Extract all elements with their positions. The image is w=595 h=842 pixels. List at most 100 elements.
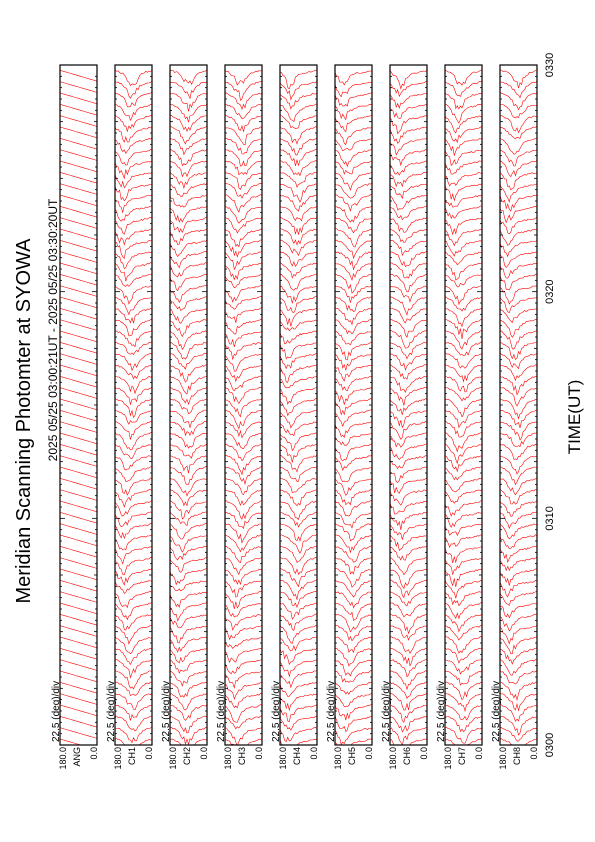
scan-trace	[280, 670, 317, 689]
x-tick-label: 0300	[544, 733, 556, 757]
scan-trace	[115, 613, 152, 631]
scan-trace	[445, 352, 482, 369]
scan-trace	[115, 330, 152, 348]
scan-trace	[390, 670, 427, 691]
scan-trace	[500, 556, 537, 572]
scan-trace	[115, 273, 152, 287]
scan-trace	[170, 443, 207, 459]
scan-trace	[280, 239, 317, 257]
scan-trace	[500, 466, 537, 486]
scan-trace	[225, 364, 262, 383]
scan-trace	[115, 341, 152, 355]
scan-trace	[445, 602, 482, 620]
scan-trace	[60, 727, 97, 739]
scan-trace	[280, 341, 317, 360]
scan-trace	[390, 647, 427, 667]
scan-trace	[115, 466, 152, 482]
scan-trace	[280, 80, 317, 101]
scan-trace	[280, 602, 317, 620]
y-tick-bottom: 0.0	[529, 747, 539, 760]
scan-trace	[170, 704, 207, 721]
scan-trace	[60, 330, 97, 343]
scan-trace	[225, 614, 262, 631]
scan-trace	[225, 568, 262, 586]
scan-trace	[445, 386, 482, 402]
scan-trace	[500, 126, 537, 140]
scan-trace	[225, 194, 262, 214]
scan-trace	[445, 523, 482, 537]
scan-trace	[280, 126, 317, 145]
scan-trace	[280, 500, 317, 521]
scan-trace	[115, 455, 152, 471]
scan-trace	[445, 647, 482, 664]
scale-label: 22.5 (deg)/div	[326, 681, 337, 742]
scan-trace	[335, 70, 372, 86]
scan-trace	[115, 319, 152, 337]
panels-group: 180.0 0.0 ANG 22.5 (deg)/div 180.0 0.0 CH1 22.5…	[51, 64, 539, 770]
scan-trace	[445, 149, 482, 166]
scan-trace	[60, 149, 97, 161]
scan-trace	[60, 659, 97, 671]
scan-trace	[335, 409, 372, 428]
scan-trace	[500, 625, 537, 645]
scan-trace	[390, 160, 427, 176]
y-tick-bottom: 0.0	[364, 747, 374, 760]
panel-traces	[60, 70, 97, 745]
scan-trace	[500, 80, 537, 99]
scan-trace	[60, 580, 97, 592]
y-tick-bottom: 0.0	[144, 747, 154, 760]
scan-trace	[225, 545, 262, 564]
y-tick-bottom: 0.0	[199, 747, 209, 760]
scan-trace	[115, 240, 152, 259]
scan-trace	[170, 545, 207, 561]
scan-trace	[115, 262, 152, 282]
scan-trace	[335, 522, 372, 542]
scan-trace	[170, 715, 207, 734]
scan-trace	[115, 556, 152, 576]
panel-traces	[335, 70, 372, 745]
scan-trace	[225, 228, 262, 248]
scan-trace	[390, 240, 427, 257]
scan-trace	[60, 432, 97, 445]
scan-trace	[115, 205, 152, 222]
scan-trace	[115, 364, 152, 380]
scan-trace	[225, 284, 262, 303]
scan-trace	[500, 205, 537, 224]
scan-trace	[225, 205, 262, 224]
scan-trace	[225, 478, 262, 496]
scan-trace	[500, 352, 537, 370]
y-tick-top: 180.0	[223, 747, 233, 770]
y-tick-top: 180.0	[498, 747, 508, 770]
scan-trace	[335, 138, 372, 152]
scan-trace	[225, 318, 262, 335]
channel-label: CH2	[182, 747, 192, 765]
scan-trace	[445, 228, 482, 247]
scan-trace	[225, 70, 262, 86]
scan-trace	[500, 387, 537, 407]
scan-trace	[445, 183, 482, 202]
scan-trace	[445, 737, 482, 745]
scan-trace	[170, 636, 207, 653]
scan-trace	[500, 647, 537, 665]
scan-trace	[225, 603, 262, 618]
scan-trace	[225, 126, 262, 146]
scan-trace	[445, 115, 482, 134]
scan-trace	[280, 466, 317, 482]
scan-trace	[170, 342, 207, 360]
scan-trace	[60, 81, 97, 93]
scan-trace	[335, 273, 372, 294]
scan-trace	[500, 692, 537, 712]
scan-trace	[335, 228, 372, 248]
scan-trace	[170, 557, 207, 573]
scan-trace	[170, 568, 207, 586]
scan-trace	[390, 353, 427, 371]
panel-traces	[500, 69, 537, 745]
y-tick-bottom: 0.0	[309, 747, 319, 760]
scan-trace	[170, 692, 207, 711]
scan-trace	[335, 590, 372, 609]
scan-trace	[500, 704, 537, 722]
scan-trace	[445, 658, 482, 675]
scan-trace	[335, 172, 372, 191]
scan-trace	[445, 557, 482, 576]
